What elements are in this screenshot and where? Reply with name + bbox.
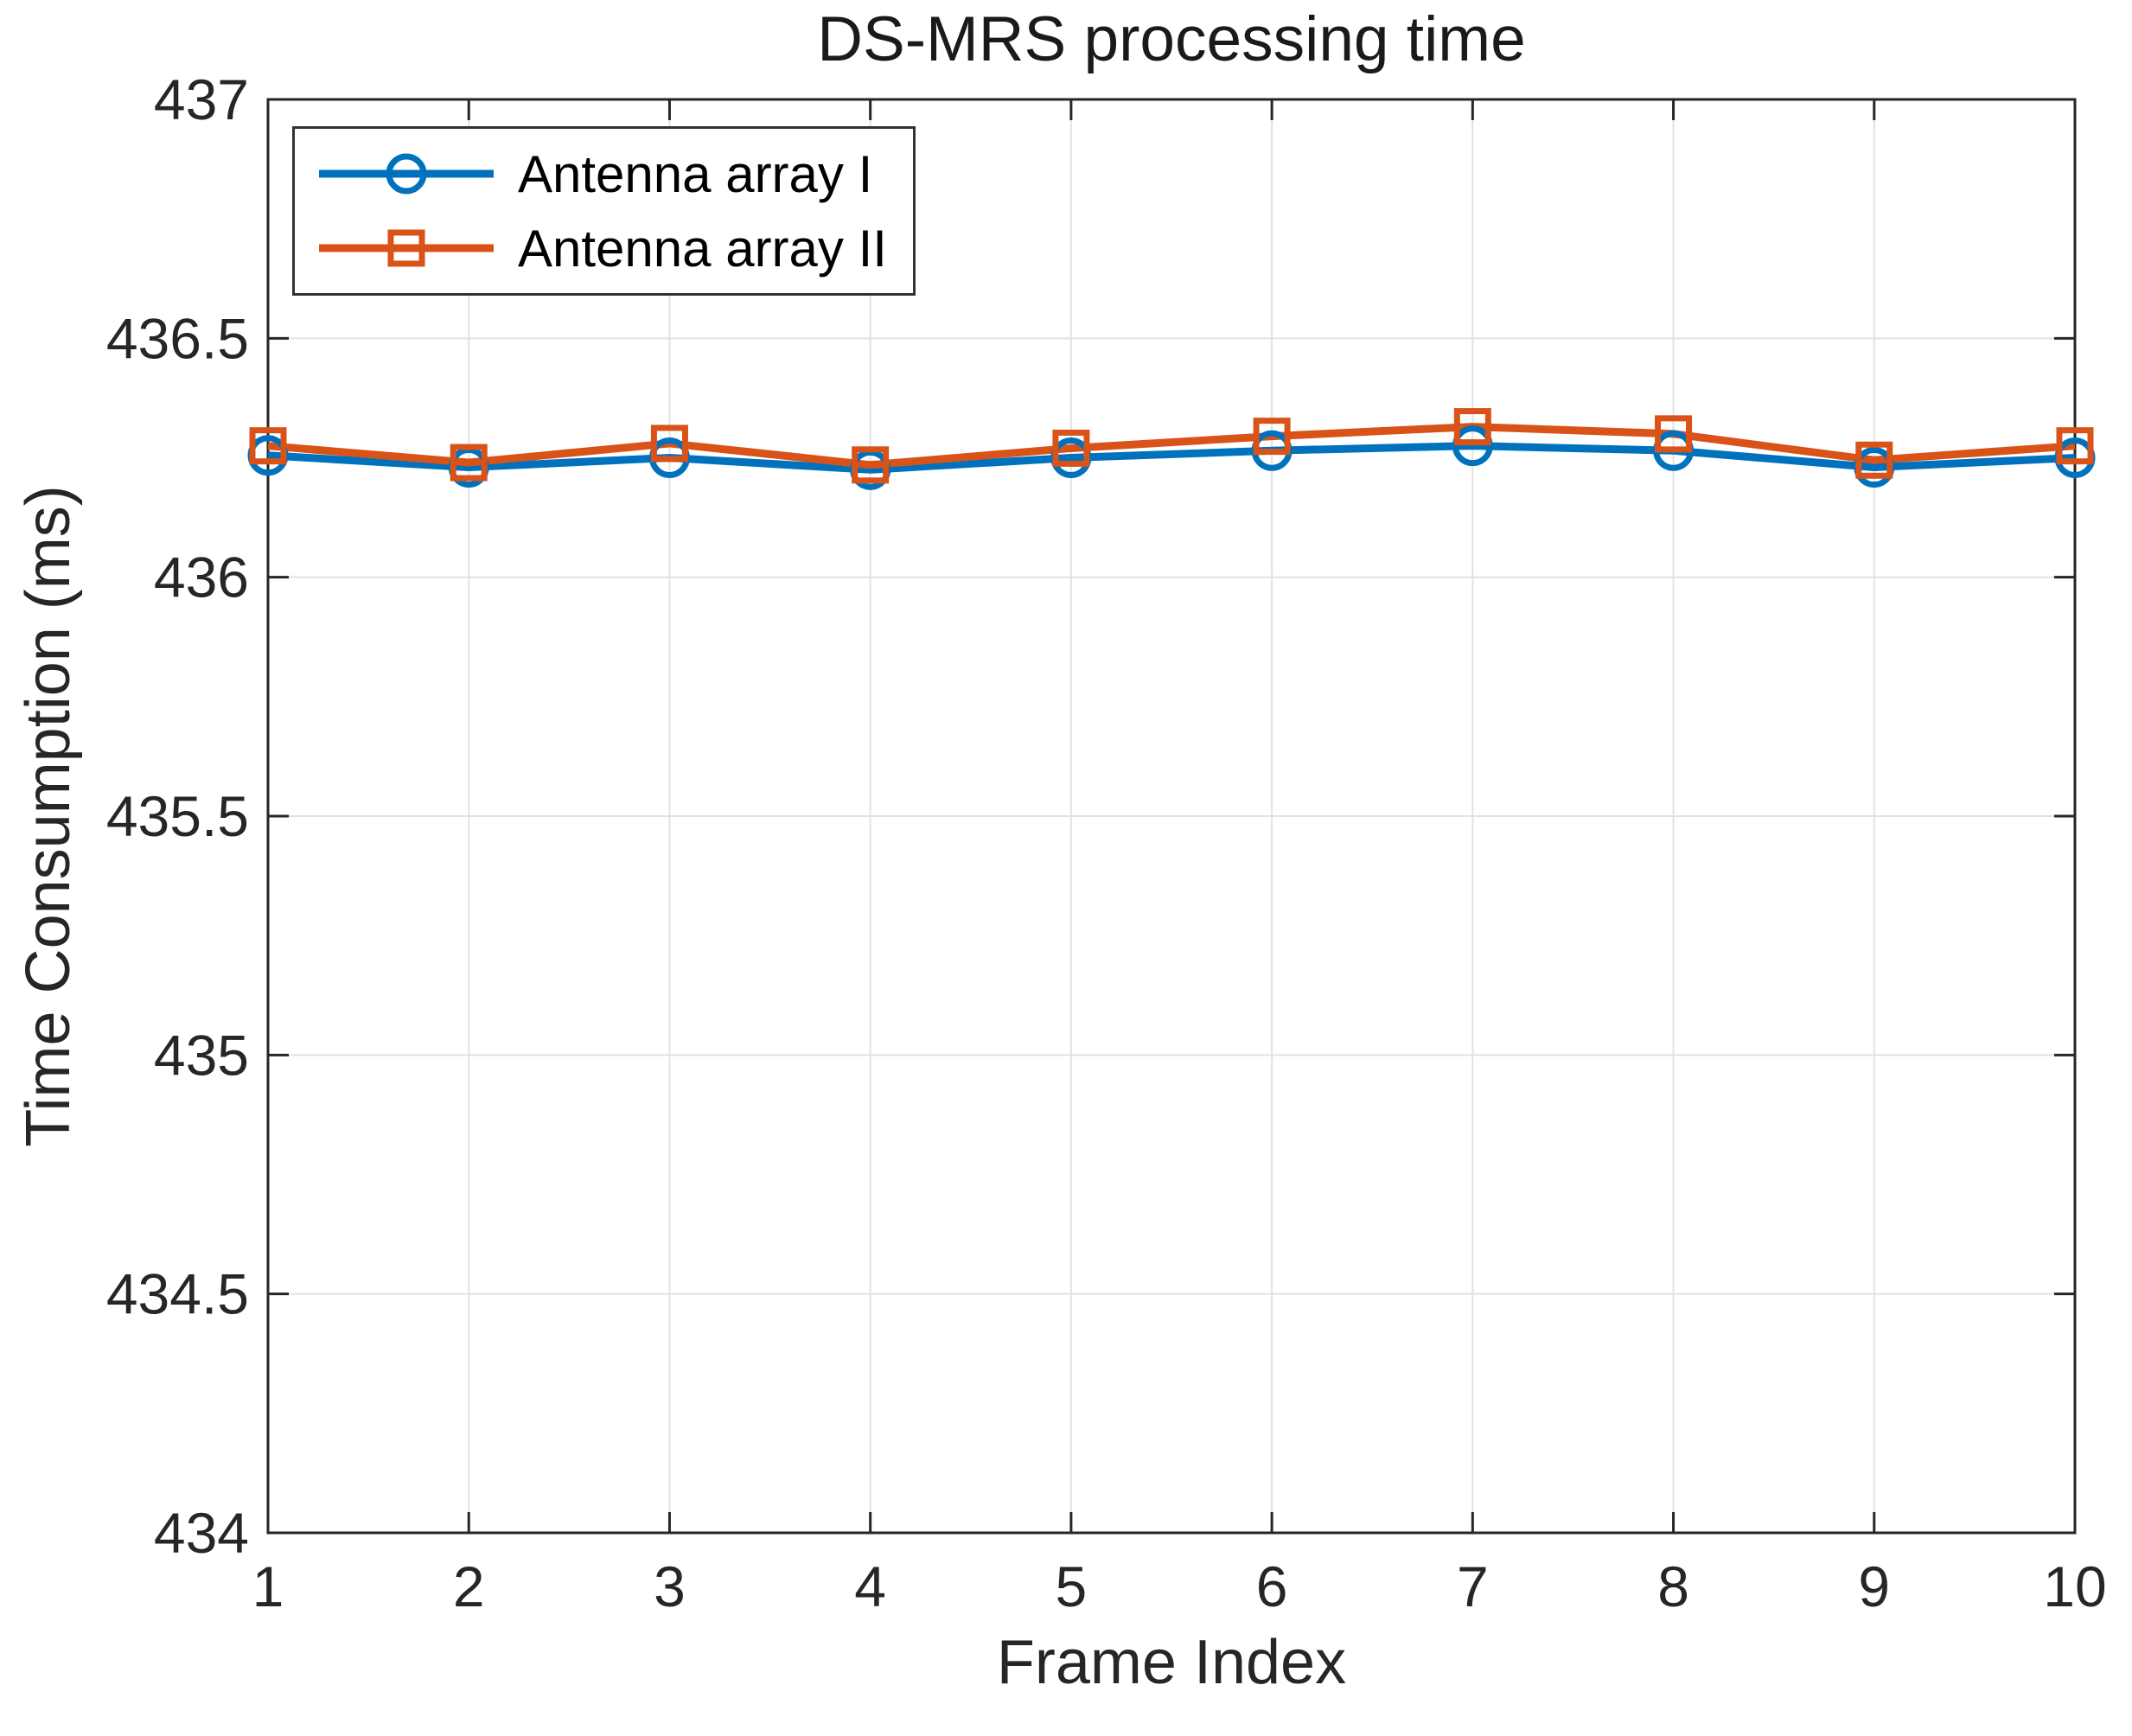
legend-sample-marker (386, 153, 427, 195)
series-2-marker (249, 427, 287, 465)
x-tick-label: 6 (1256, 1554, 1288, 1618)
x-tick-label: 7 (1457, 1554, 1489, 1618)
series-2-marker (852, 446, 890, 484)
legend-sample-marker (387, 229, 425, 267)
x-tick-label: 4 (854, 1554, 886, 1618)
legend-label: Antenna array II (518, 219, 887, 278)
chart-title: DS-MRS processing time (817, 4, 1526, 74)
series-2-marker (1655, 415, 1693, 453)
y-tick-label: 437 (154, 67, 249, 131)
series-2-marker (1253, 418, 1291, 456)
series-line-2 (267, 423, 2076, 469)
series-2-marker (450, 444, 488, 482)
y-tick-label: 434.5 (106, 1262, 249, 1326)
x-tick-label: 10 (2043, 1554, 2106, 1618)
y-tick-label: 435.5 (106, 784, 249, 848)
legend-item-antenna-array-2: Antenna array II (316, 212, 887, 284)
series-2-marker (1052, 429, 1090, 467)
x-axis-label: Frame Index (996, 1628, 1347, 1697)
y-tick-label: 435 (154, 1023, 249, 1087)
y-tick-label: 434 (154, 1501, 249, 1565)
legend-line-square-sample (319, 229, 494, 267)
legend: Antenna array I Antenna array II (292, 126, 916, 296)
series-1-marker (1452, 425, 1493, 467)
series-line-1 (267, 442, 2076, 474)
x-tick-label: 3 (654, 1554, 686, 1618)
legend-label: Antenna array I (518, 144, 873, 203)
y-tick-label: 436.5 (106, 306, 249, 370)
y-tick-label: 436 (154, 546, 249, 610)
series-2-marker (1453, 408, 1491, 446)
x-tick-label: 5 (1056, 1554, 1088, 1618)
y-axis-label: Time Consumption (ms) (14, 485, 83, 1147)
series-2-marker (1855, 441, 1893, 479)
series-2-marker (2056, 427, 2094, 465)
x-tick-label: 1 (252, 1554, 284, 1618)
legend-line-circle-sample (319, 153, 494, 195)
x-tick-label: 2 (453, 1554, 485, 1618)
x-tick-label: 8 (1657, 1554, 1689, 1618)
legend-item-antenna-array-1: Antenna array I (316, 137, 887, 210)
x-tick-label: 9 (1858, 1554, 1890, 1618)
series-2-marker (650, 424, 688, 463)
